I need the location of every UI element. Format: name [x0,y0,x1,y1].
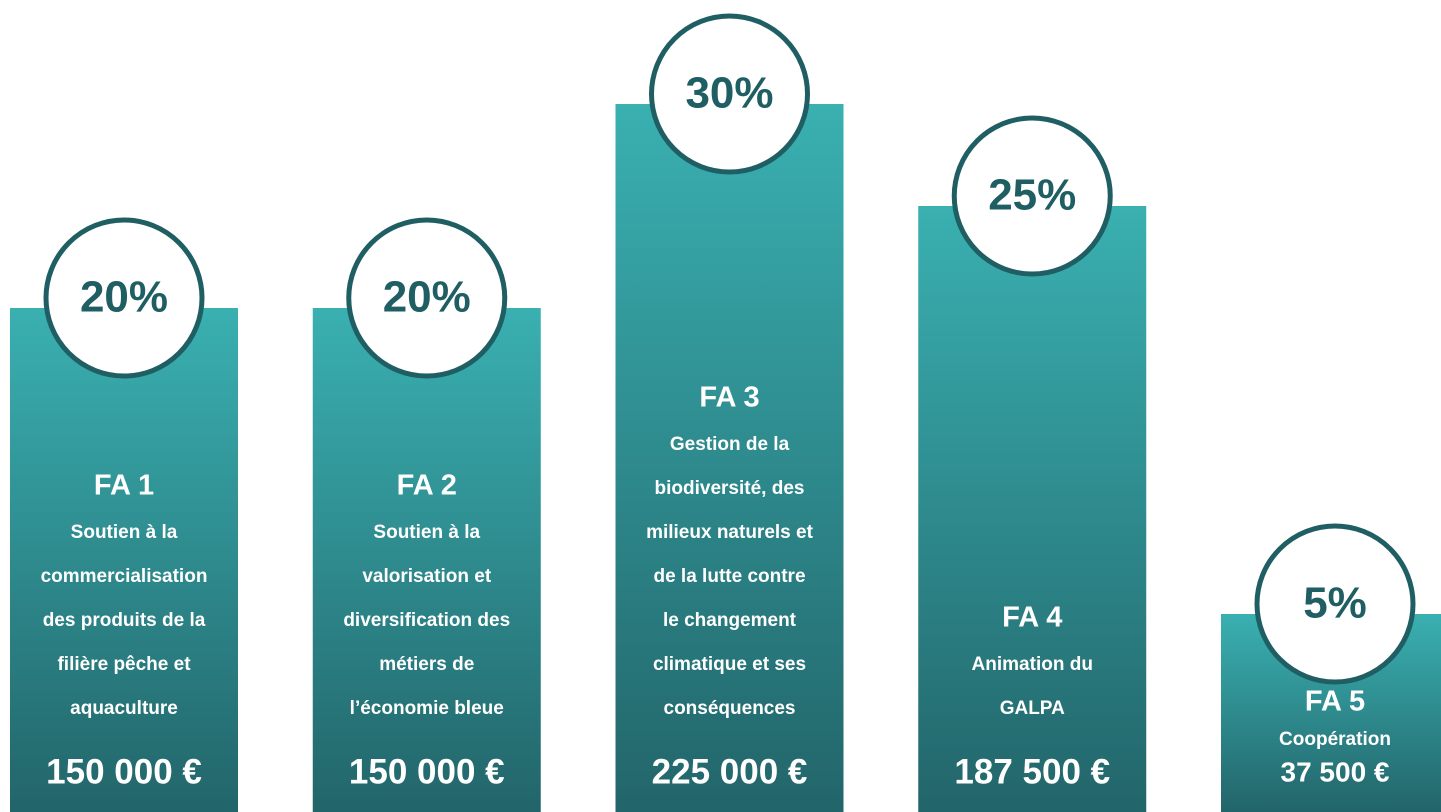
bar [10,308,238,812]
description-line: Soutien à la [373,522,480,543]
description-line: des produits de la [43,610,206,631]
description-line: l’économie bleue [350,698,504,719]
category-label: FA 3 [699,382,759,414]
percent-label: 5% [1303,579,1367,628]
percent-circle [43,217,205,379]
amount-label: 225 000 € [652,752,808,791]
percent-label: 30% [685,69,773,118]
amount-label: 150 000 € [349,752,505,791]
description-line: climatique et ses [653,654,806,675]
percent-circle [1254,523,1416,685]
description-line: conséquences [664,698,796,719]
description-line: diversification des [343,610,510,631]
bar [312,308,541,812]
description-line: Animation du [972,654,1093,675]
description-line: commercialisation [41,566,208,587]
description-line: le changement [663,610,797,631]
percent-circle [346,217,508,379]
description-line: valorisation et [362,566,491,587]
category-label: FA 1 [94,470,154,502]
category-label: FA 5 [1305,686,1365,718]
description-line: de la lutte contre [653,566,805,587]
category-label: FA 4 [1002,602,1062,634]
percent-circle [649,13,810,175]
bar [615,104,844,812]
description-line: métiers de [379,654,474,675]
percent-label: 20% [383,273,471,322]
category-label: FA 2 [397,470,457,502]
amount-label: 150 000 € [46,752,202,791]
description-line: Soutien à la [71,522,178,543]
bar [918,206,1147,812]
description-line: biodiversité, des [655,478,805,499]
description-line: Gestion de la [670,434,790,455]
description-line: Coopération [1279,729,1391,750]
description-line: filière pêche et [57,654,191,675]
percent-circle [951,115,1113,277]
percent-label: 20% [80,273,168,322]
description-line: aquaculture [70,698,178,719]
description-line: GALPA [1000,698,1065,719]
percent-label: 25% [988,171,1076,220]
amount-label: 37 500 € [1281,756,1390,787]
amount-label: 187 500 € [954,752,1110,791]
description-line: milieux naturels et [646,522,814,543]
